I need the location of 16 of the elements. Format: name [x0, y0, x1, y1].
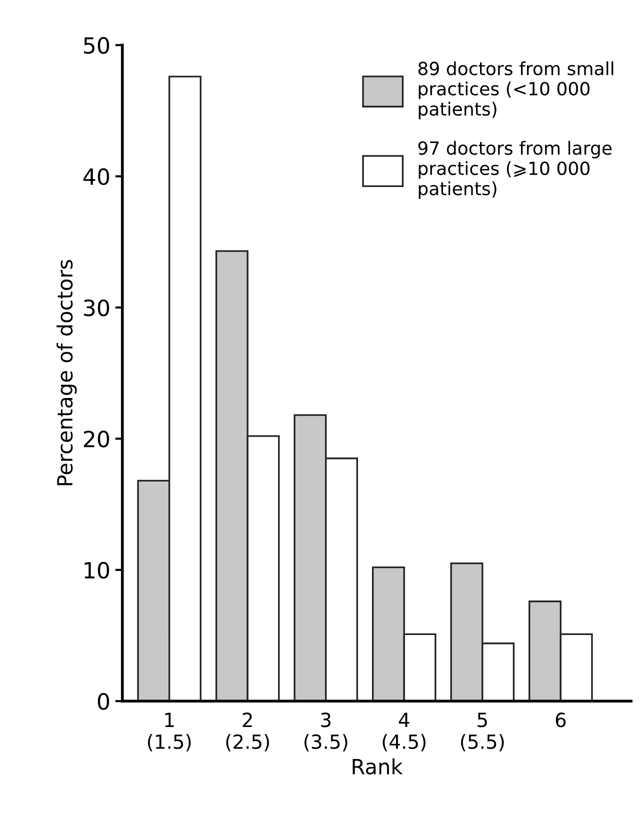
y-tick-label: 50: [84, 37, 110, 54]
y-tick-label: 30: [84, 299, 110, 316]
y-axis-title: Percentage of doctors: [56, 260, 77, 486]
x-tick-label: 6: [556, 712, 566, 728]
legend-label: 97 doctors from large practices (⩾10 000 patients): [418, 140, 612, 199]
y-tick-label: 20: [84, 430, 110, 448]
x-tick-label: 4 (4.5): [382, 712, 426, 752]
x-tick-label: 3 (3.5): [304, 712, 348, 752]
x-tick-label: 1 (1.5): [148, 712, 191, 752]
x-tick-label: 5 (5.5): [461, 712, 504, 752]
y-tick-label: 0: [98, 693, 110, 710]
y-tick-label: 40: [83, 168, 110, 186]
y-tick-label: 10: [84, 562, 110, 579]
x-tick-label: 2 (2.5): [226, 712, 269, 752]
x-axis-title: Rank: [352, 758, 403, 774]
legend-label: 89 doctors from small practices (<10 000 patients): [418, 61, 614, 120]
